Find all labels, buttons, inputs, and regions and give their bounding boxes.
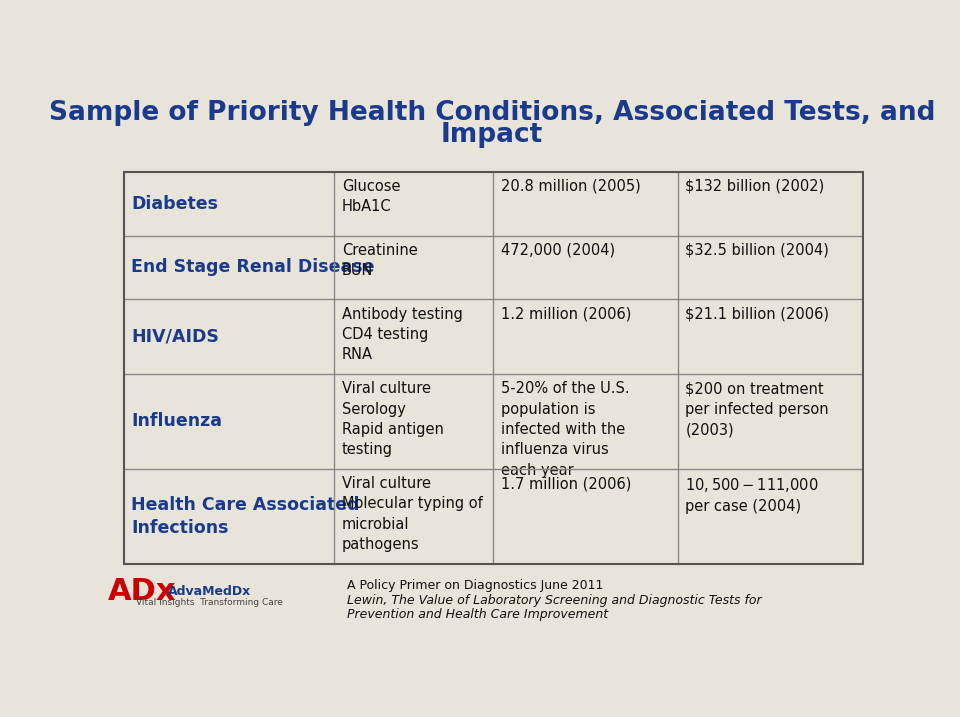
Text: Sample of Priority Health Conditions, Associated Tests, and: Sample of Priority Health Conditions, As… — [49, 100, 935, 126]
Text: Impact: Impact — [441, 122, 543, 148]
Text: $32.5 billion (2004): $32.5 billion (2004) — [685, 242, 829, 257]
Text: Lewin, The Value of Laboratory Screening and Diagnostic Tests for: Lewin, The Value of Laboratory Screening… — [347, 594, 761, 607]
Text: ADx: ADx — [108, 576, 177, 606]
Text: A Policy Primer on Diagnostics June 2011: A Policy Primer on Diagnostics June 2011 — [347, 579, 603, 592]
Text: 20.8 million (2005): 20.8 million (2005) — [500, 179, 640, 194]
Text: Health Care Associated
Infections: Health Care Associated Infections — [132, 495, 360, 536]
Text: End Stage Renal Disease: End Stage Renal Disease — [132, 258, 374, 277]
Bar — [124, 171, 862, 564]
Text: $132 billion (2002): $132 billion (2002) — [685, 179, 825, 194]
Text: 1.2 million (2006): 1.2 million (2006) — [500, 307, 631, 321]
Text: 472,000 (2004): 472,000 (2004) — [500, 242, 614, 257]
Text: 5-20% of the U.S.
population is
infected with the
influenza virus
each year: 5-20% of the U.S. population is infected… — [500, 381, 629, 478]
Text: $200 on treatment
per infected person
(2003): $200 on treatment per infected person (2… — [685, 381, 828, 437]
Text: Diabetes: Diabetes — [132, 194, 218, 212]
Text: Creatinine
BUN: Creatinine BUN — [342, 242, 418, 278]
Text: Viral culture
Molecular typing of
microbial
pathogens: Viral culture Molecular typing of microb… — [342, 476, 483, 552]
Text: Influenza: Influenza — [132, 412, 222, 430]
Text: 1.7 million (2006): 1.7 million (2006) — [500, 476, 631, 491]
Text: Antibody testing
CD4 testing
RNA: Antibody testing CD4 testing RNA — [342, 307, 463, 362]
Text: HIV/AIDS: HIV/AIDS — [132, 328, 219, 346]
Text: Viral culture
Serology
Rapid antigen
testing: Viral culture Serology Rapid antigen tes… — [342, 381, 444, 457]
Text: AdvaMedDx: AdvaMedDx — [168, 584, 251, 598]
Text: $21.1 billion (2006): $21.1 billion (2006) — [685, 307, 829, 321]
Text: Prevention and Health Care Improvement: Prevention and Health Care Improvement — [347, 608, 608, 622]
Text: Glucose
HbA1C: Glucose HbA1C — [342, 179, 400, 214]
Text: $10,500-$111,000
per case (2004): $10,500-$111,000 per case (2004) — [685, 476, 819, 514]
Text: Vital Insights  Transforming Care: Vital Insights Transforming Care — [136, 598, 282, 607]
